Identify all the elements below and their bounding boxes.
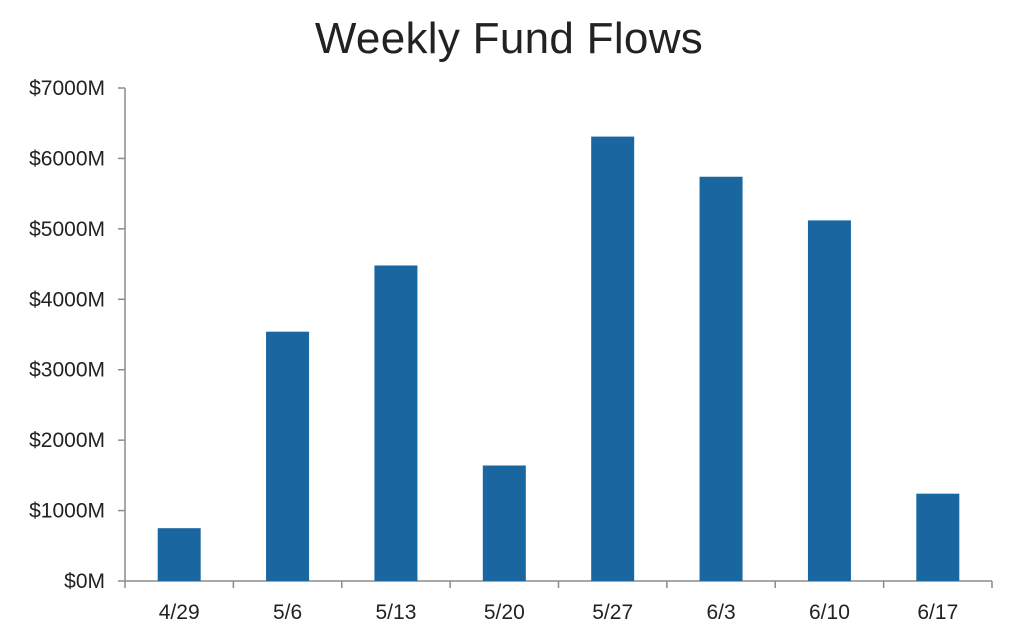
- x-tick-label: 5/27: [592, 601, 633, 624]
- y-tick-label: $0M: [64, 570, 105, 593]
- y-tick-label: $1000M: [29, 500, 105, 523]
- bar-5-20: [482, 465, 526, 581]
- bar-6-10: [807, 220, 851, 582]
- bar-5-13: [374, 265, 418, 581]
- x-tick-label: 5/20: [484, 601, 525, 624]
- bar-5-6: [266, 331, 310, 581]
- bar-4-29: [157, 528, 201, 581]
- chart-title: Weekly Fund Flows: [314, 14, 704, 63]
- y-tick-label: $3000M: [29, 359, 105, 382]
- x-tick-label: 6/3: [706, 601, 735, 624]
- bar-5-27: [591, 136, 635, 582]
- x-tick-label: 6/10: [809, 601, 850, 624]
- bar-6-3: [699, 176, 743, 582]
- y-axis: $0M $1000M $2000M $3000M $4000M $5000M $6000M $…: [29, 77, 126, 593]
- x-axis: 4/29 5/6 5/13 5/20 5/27 6/3 6/10 6/17: [124, 580, 993, 624]
- x-tick-label: 6/17: [917, 601, 958, 624]
- y-tick-label: $6000M: [29, 147, 105, 170]
- x-tick-label: 4/29: [159, 601, 200, 624]
- x-tick-label: 5/6: [273, 601, 302, 624]
- y-tick-label: $4000M: [29, 288, 105, 311]
- y-tick-label: $7000M: [29, 77, 105, 100]
- y-tick-label: $2000M: [29, 429, 105, 452]
- bar-6-17: [916, 493, 960, 581]
- y-tick-label: $5000M: [29, 218, 105, 241]
- x-tick-label: 5/13: [376, 601, 417, 624]
- bar-series: [157, 136, 960, 582]
